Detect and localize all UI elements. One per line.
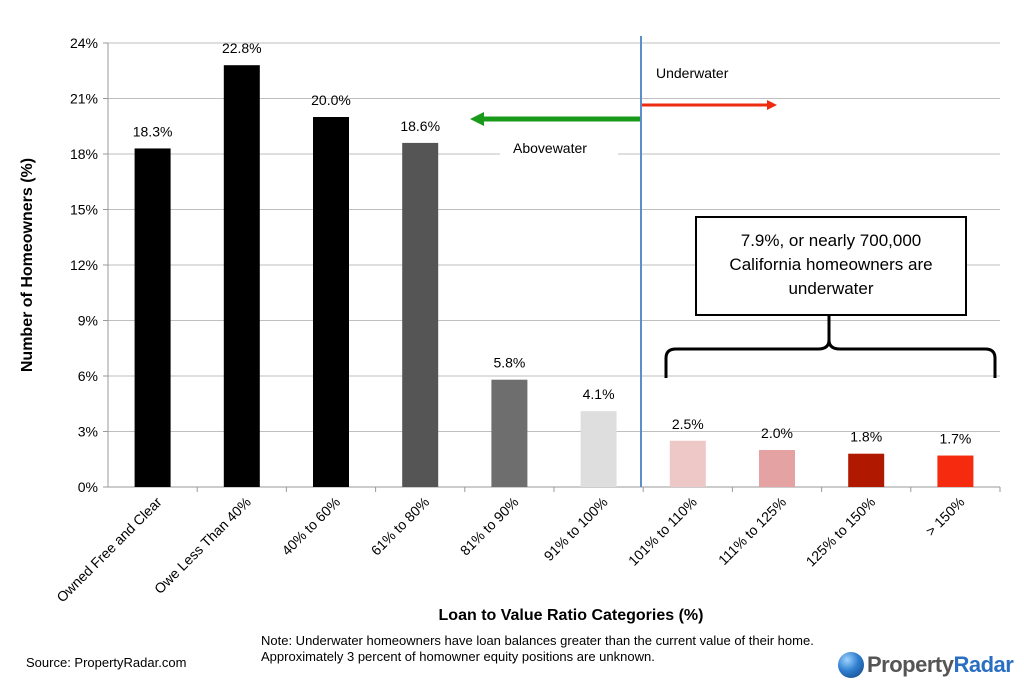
bar	[580, 411, 617, 487]
value-label: 5.8%	[493, 355, 525, 371]
bars	[134, 65, 974, 487]
annotations: Underwater Abovewater 7.9%, or nearly 700,…	[470, 36, 997, 487]
value-label: 2.5%	[672, 416, 704, 432]
bar	[491, 379, 528, 487]
value-label: 1.8%	[850, 429, 882, 445]
x-axis-title: Loan to Value Ratio Categories (%)	[439, 607, 704, 624]
value-labels: 18.3% 22.8% 20.0% 18.6% 5.8% 4.1% 2.5% 2.0% 1.8%…	[133, 40, 972, 446]
value-label: 4.1%	[583, 386, 615, 402]
x-tick-label: > 150%	[922, 494, 967, 539]
value-label: 20.0%	[311, 92, 351, 108]
y-tick-label: 0%	[78, 479, 98, 495]
bar	[134, 148, 171, 487]
x-tick-label: 111% to 125%	[715, 494, 789, 568]
y-tick-label: 24%	[70, 35, 98, 51]
source-note: Source: PropertyRadar.com	[26, 655, 187, 670]
abovewater-label-bg	[500, 136, 618, 158]
y-tick-label: 15%	[70, 202, 98, 218]
abovewater-arrow-head-icon	[470, 112, 484, 126]
underwater-label: Underwater	[656, 65, 729, 81]
bar	[223, 65, 260, 487]
logo-text-main: Property	[867, 652, 954, 677]
bar	[759, 450, 795, 487]
callout-text-line: underwater	[788, 279, 873, 298]
abovewater-label: Abovewater	[513, 140, 587, 156]
value-label: 1.7%	[939, 431, 971, 447]
underwater-brace	[664, 316, 997, 378]
bar	[669, 440, 706, 487]
y-tick-label: 12%	[70, 257, 98, 273]
y-tick-label: 6%	[78, 368, 98, 384]
callout-box	[695, 216, 967, 316]
value-label: 22.8%	[222, 40, 262, 56]
bar	[313, 117, 349, 487]
x-tick-label: 40% to 60%	[278, 494, 343, 559]
bar	[402, 142, 439, 487]
y-axis-ticks: 0% 3% 6% 9% 12% 15% 18% 21% 24%	[70, 35, 98, 495]
value-label: 18.6%	[400, 118, 440, 134]
logo-text-accent: Radar	[953, 652, 1014, 677]
underwater-arrow-head-icon	[767, 100, 777, 110]
y-axis-title: Number of Homeowners (%)	[19, 158, 36, 372]
value-label: 18.3%	[133, 123, 173, 139]
value-label: 2.0%	[761, 425, 793, 441]
x-tick-label: 81% to 90%	[457, 494, 522, 559]
y-tick-label: 21%	[70, 91, 98, 107]
y-tick-label: 9%	[78, 313, 98, 329]
x-tick-label: 125% to 150%	[803, 494, 879, 570]
y-tick-label: 3%	[78, 424, 98, 440]
footnote: Note: Underwater homeowners have loan ba…	[261, 633, 814, 664]
x-tick-label: Owe Less Than 40%	[151, 494, 254, 597]
globe-icon	[838, 652, 864, 678]
bar	[937, 455, 974, 487]
x-tick-label: Owned Free and Clear	[53, 494, 165, 606]
x-tick-label: 61% to 80%	[368, 494, 433, 559]
x-tick-label: 101% to 110%	[625, 494, 700, 569]
y-tick-label: 18%	[70, 146, 98, 162]
callout-text-line: California homeowners are	[729, 255, 932, 274]
x-tick-label: 91% to 100%	[541, 494, 611, 564]
callout-text-line: 7.9%, or nearly 700,000	[741, 231, 922, 250]
bar	[848, 453, 885, 487]
propertyradar-logo: PropertyRadar	[838, 652, 1014, 678]
